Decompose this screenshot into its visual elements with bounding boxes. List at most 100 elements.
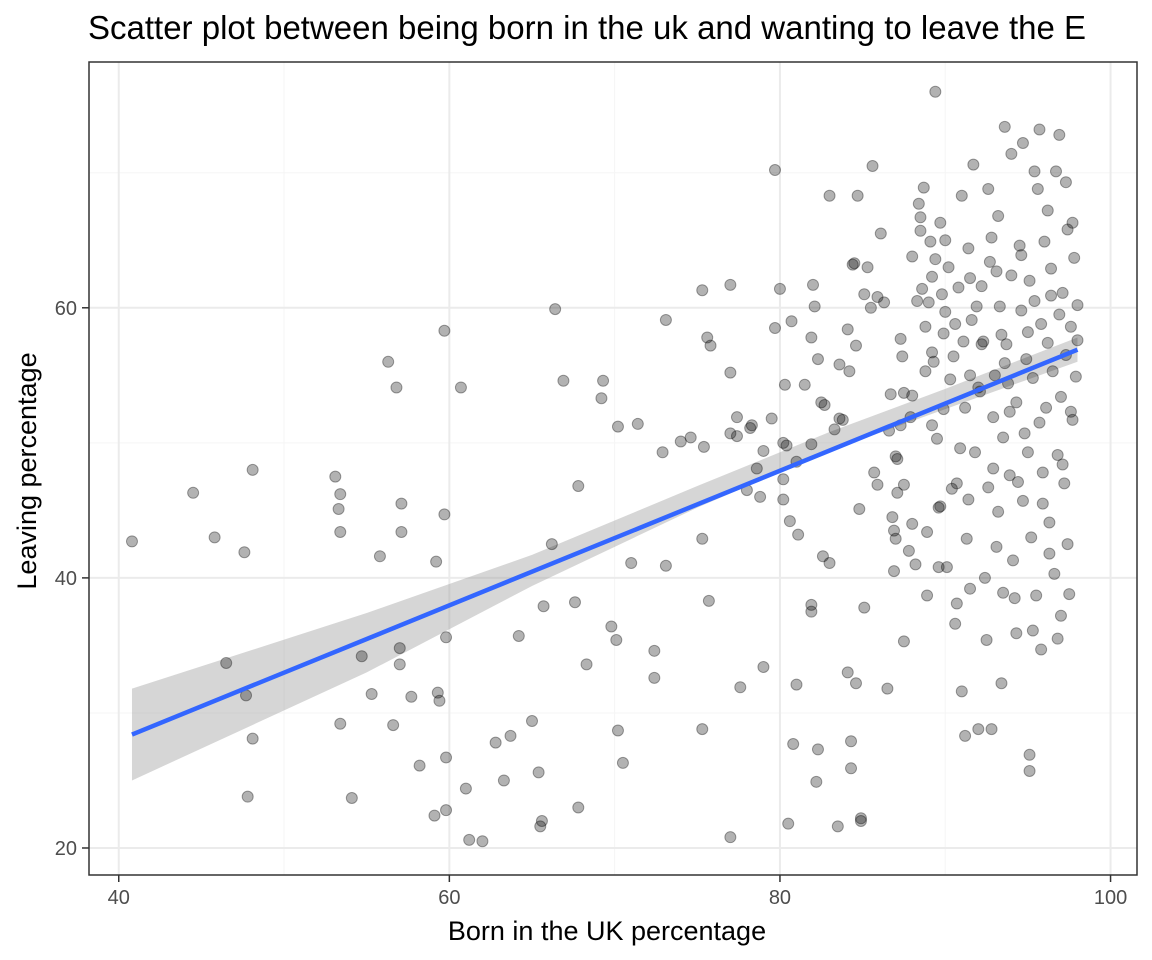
data-point (557, 374, 570, 387)
data-point (438, 508, 451, 521)
data-point (831, 820, 844, 833)
data-point (995, 677, 1008, 690)
data-point (874, 227, 887, 240)
data-point (849, 339, 862, 352)
data-point (815, 396, 828, 409)
data-point (848, 257, 861, 270)
data-point (125, 535, 138, 548)
data-point (610, 634, 623, 647)
data-point (942, 261, 955, 274)
data-point (246, 732, 259, 745)
data-point (532, 766, 545, 779)
data-point (1003, 405, 1016, 418)
data-point (955, 685, 968, 698)
y-tick-label: 60 (55, 298, 77, 320)
data-point (940, 561, 953, 574)
chart-title: Scatter plot between being born in the u… (88, 9, 1086, 46)
y-tick-label: 40 (55, 568, 77, 590)
data-point (334, 488, 347, 501)
data-point (982, 481, 995, 494)
data-point (1064, 320, 1077, 333)
data-point (858, 288, 871, 301)
data-point (868, 466, 881, 479)
data-point (580, 658, 593, 671)
data-point (930, 432, 943, 445)
data-point (730, 411, 743, 424)
data-point (1026, 372, 1039, 385)
data-point (757, 444, 770, 457)
data-point (697, 440, 710, 453)
data-point (430, 555, 443, 568)
data-point (1033, 123, 1046, 136)
data-point (454, 381, 467, 394)
data-point (433, 694, 446, 707)
data-point (355, 650, 368, 663)
data-point (1008, 592, 1021, 605)
data-point (1026, 624, 1039, 637)
data-point (878, 296, 891, 309)
data-point (969, 446, 982, 459)
data-point (954, 442, 967, 455)
data-point (648, 671, 661, 684)
data-point (897, 386, 910, 399)
data-point (891, 486, 904, 499)
data-point (1010, 627, 1023, 640)
data-point (1038, 235, 1051, 248)
data-point (818, 399, 831, 412)
data-point (888, 524, 901, 537)
data-point (906, 517, 919, 530)
y-axis-title: Leaving percentage (12, 352, 42, 589)
data-point (917, 181, 930, 194)
data-point (959, 401, 972, 414)
data-point (1035, 317, 1048, 330)
data-point (545, 538, 558, 551)
data-point (902, 544, 915, 557)
data-point (1023, 274, 1036, 287)
data-point (894, 332, 907, 345)
data-point (836, 413, 849, 426)
data-point (696, 284, 709, 297)
data-point (701, 331, 714, 344)
data-point (805, 331, 818, 344)
data-point (987, 462, 1000, 475)
data-point (512, 629, 525, 642)
major-gridlines (89, 62, 1137, 875)
data-point (616, 756, 629, 769)
data-point (393, 658, 406, 671)
data-point (975, 280, 988, 293)
data-point (1071, 334, 1084, 347)
data-point (365, 688, 378, 701)
data-point (1036, 466, 1049, 479)
data-point (995, 328, 1008, 341)
data-point (1005, 269, 1018, 282)
data-point (674, 435, 687, 448)
data-point (1005, 147, 1018, 160)
data-point (960, 532, 973, 545)
data-point (382, 355, 395, 368)
data-point (897, 478, 910, 491)
x-tick-label: 40 (108, 887, 130, 909)
data-point (440, 804, 453, 817)
fit-line-layer (131, 347, 1079, 737)
data-point (595, 392, 608, 405)
data-point (854, 812, 867, 825)
data-point (1041, 204, 1054, 217)
data-point (1010, 396, 1023, 409)
data-point (395, 525, 408, 538)
data-point (785, 315, 798, 328)
data-point (964, 582, 977, 595)
y-axis: 20 40 60 (55, 298, 89, 860)
data-point (790, 678, 803, 691)
data-point (934, 500, 947, 513)
data-point (1061, 223, 1074, 236)
data-point (745, 419, 758, 432)
data-point (329, 470, 342, 483)
data-point (757, 661, 770, 674)
data-point (992, 505, 1005, 518)
data-point (1013, 239, 1026, 252)
data-point (978, 571, 991, 584)
data-point (489, 736, 502, 749)
data-point (926, 419, 939, 432)
data-point (428, 809, 441, 822)
data-point (924, 235, 937, 248)
